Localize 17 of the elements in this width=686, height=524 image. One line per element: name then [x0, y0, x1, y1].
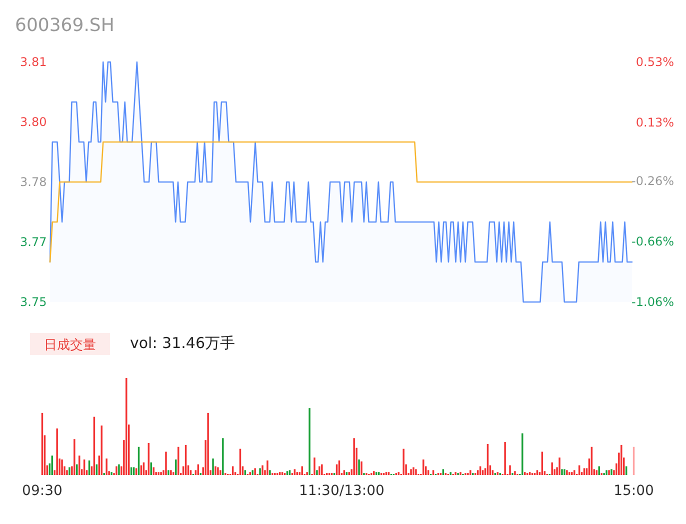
- ytick: 3.77: [20, 235, 47, 249]
- y2tick: -0.66%: [632, 234, 674, 249]
- ytick: 3.80: [20, 115, 47, 129]
- ytick: 3.75: [20, 295, 47, 309]
- y2tick: 0.13%: [636, 115, 674, 130]
- ytick: 3.78: [20, 175, 47, 189]
- chart-title: 日成交量: [44, 337, 96, 353]
- y2tick: -1.06%: [632, 295, 674, 309]
- ytick: 3.81: [20, 55, 47, 69]
- xtick: 15:00: [614, 483, 654, 499]
- title: 日成交量: [30, 333, 110, 355]
- y2tick: 0.53%: [636, 55, 674, 69]
- y2tick: -0.26%: [632, 174, 674, 188]
- xtick: 09:30: [22, 483, 62, 499]
- subtitle: vol: 31.46万手: [130, 334, 235, 352]
- title: 600369.SH: [15, 15, 114, 36]
- xtick: 11:30/13:00: [299, 483, 384, 499]
